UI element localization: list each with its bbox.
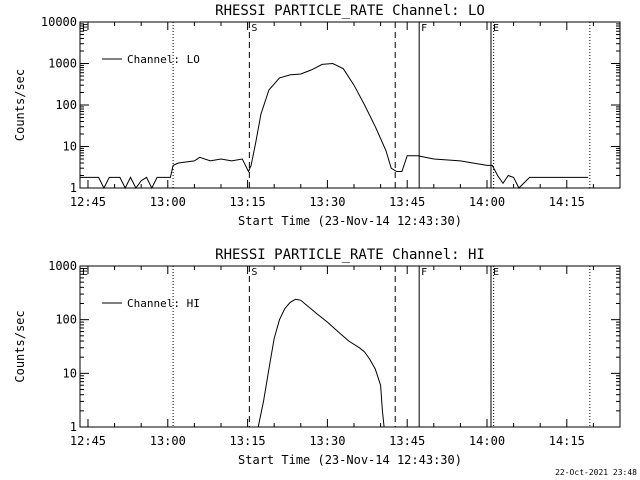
y-tick-label: 10 (63, 366, 77, 380)
x-tick-label: 12:45 (70, 434, 106, 448)
y-axis-label: Counts/sec (13, 69, 27, 141)
series-line-lo (80, 62, 589, 190)
x-tick-label: 14:00 (469, 434, 505, 448)
x-tick-label: 13:30 (309, 195, 345, 209)
x-tick-label: 13:00 (150, 434, 186, 448)
x-tick-label: 14:00 (469, 195, 505, 209)
event-label: F (421, 267, 427, 278)
x-tick-label: 13:00 (150, 195, 186, 209)
x-tick-label: 13:30 (309, 434, 345, 448)
x-tick-label: 12:45 (70, 195, 106, 209)
event-label: E (493, 23, 499, 34)
event-label: E (493, 267, 499, 278)
hi-channel-panel: RHESSI PARTICLE_RATE Channel: HI Start Ti… (13, 247, 621, 467)
legend-label: Channel: HI (127, 297, 200, 310)
y-tick-label: 1000 (48, 57, 77, 71)
x-tick-label: 14:15 (549, 434, 585, 448)
x-axis-label: Start Time (23-Nov-14 12:43:30) (238, 453, 462, 467)
event-label: S (251, 267, 257, 278)
legend-label: Channel: LO (127, 53, 200, 66)
y-tick-label: 1000 (48, 259, 77, 273)
y-tick-label: 1 (70, 420, 77, 434)
x-tick-label: 13:15 (230, 434, 266, 448)
event-label: E (82, 23, 88, 34)
x-tick-label: 14:15 (549, 195, 585, 209)
event-label: E (82, 267, 88, 278)
y-tick-label: 100 (55, 98, 77, 112)
plot-frame (79, 21, 621, 189)
x-axis-label: Start Time (23-Nov-14 12:43:30) (238, 214, 462, 228)
chart-title: RHESSI PARTICLE_RATE Channel: LO (215, 3, 485, 19)
lo-channel-panel: RHESSI PARTICLE_RATE Channel: LO Start Ti… (13, 3, 621, 228)
plot-frame (79, 265, 621, 428)
y-axis-label: Counts/sec (13, 310, 27, 382)
y-tick-label: 10000 (41, 15, 77, 29)
event-label: F (421, 23, 427, 34)
x-tick-label: 13:45 (389, 195, 425, 209)
x-tick-label: 13:15 (230, 195, 266, 209)
y-tick-label: 1 (70, 181, 77, 195)
y-tick-label: 100 (55, 313, 77, 327)
event-label: S (251, 23, 257, 34)
date-stamp: 22-Oct-2021 23:48 (555, 468, 637, 477)
chart-title: RHESSI PARTICLE_RATE Channel: HI (215, 247, 485, 263)
series-line-hi (257, 298, 385, 428)
y-tick-label: 10 (63, 140, 77, 154)
x-tick-label: 13:45 (389, 434, 425, 448)
